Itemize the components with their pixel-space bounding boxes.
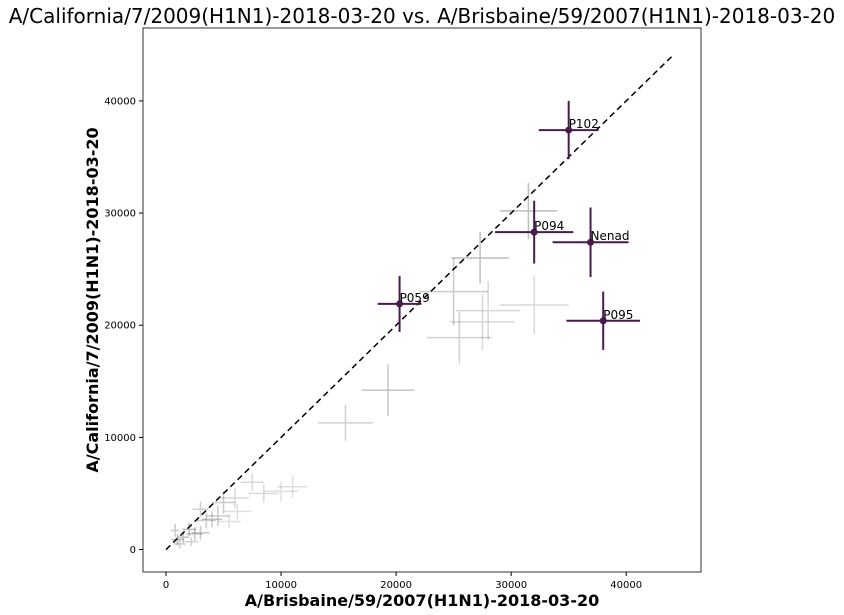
background-point-marker bbox=[452, 290, 455, 293]
background-point-marker bbox=[527, 209, 530, 212]
background-point bbox=[499, 182, 558, 239]
y-tick-label: 30000 bbox=[104, 209, 136, 220]
x-tick-label: 10000 bbox=[265, 580, 297, 591]
background-point bbox=[206, 505, 230, 527]
background-point bbox=[221, 487, 249, 509]
highlight-point-p059: P059 bbox=[377, 275, 430, 332]
background-point bbox=[263, 481, 299, 502]
background-point-marker bbox=[205, 519, 208, 522]
highlight-point-marker bbox=[530, 228, 538, 236]
background-point bbox=[277, 475, 308, 498]
background-point bbox=[186, 527, 203, 541]
highlight-point-marker bbox=[587, 238, 595, 246]
background-point bbox=[182, 522, 196, 537]
background-point bbox=[191, 526, 210, 540]
y-tick-label: 20000 bbox=[104, 321, 136, 332]
background-point-marker bbox=[182, 536, 185, 539]
background-point-marker bbox=[193, 532, 196, 535]
background-point-marker bbox=[234, 496, 237, 499]
highlight-point-label: P094 bbox=[534, 219, 564, 233]
background-point bbox=[201, 511, 223, 528]
plot-frame bbox=[142, 27, 702, 573]
background-point bbox=[197, 512, 216, 529]
background-point bbox=[248, 484, 279, 503]
x-axis-label: A/Brisbaine/59/2007(H1N1)-2018-03-20 bbox=[245, 591, 599, 610]
background-point-marker bbox=[251, 481, 254, 484]
highlight-point-label: P095 bbox=[603, 308, 633, 322]
background-point bbox=[450, 293, 515, 350]
highlight-point-marker bbox=[565, 126, 573, 134]
x-tick-label: 20000 bbox=[380, 580, 412, 591]
highlight-point-label: P102 bbox=[569, 117, 599, 131]
background-point bbox=[317, 404, 374, 441]
background-point bbox=[240, 473, 264, 492]
background-point bbox=[212, 491, 236, 514]
highlight-point-p095: P095 bbox=[566, 291, 641, 350]
background-point-marker bbox=[479, 256, 482, 259]
chart-title: A/California/7/2009(H1N1)-2018-03-20 vs.… bbox=[9, 4, 835, 28]
background-point-marker bbox=[262, 492, 265, 495]
background-point bbox=[223, 503, 252, 520]
highlight-point-marker bbox=[599, 317, 607, 325]
background-point-marker bbox=[216, 514, 219, 517]
background-point-marker bbox=[199, 531, 202, 534]
background-point bbox=[184, 537, 199, 547]
background-point-marker bbox=[344, 421, 347, 424]
y-axis-label: A/California/7/2009(H1N1)-2018-03-20 bbox=[83, 127, 102, 472]
highlight-point-p102: P102 bbox=[538, 100, 599, 160]
background-point bbox=[451, 232, 509, 284]
background-point-marker bbox=[458, 336, 461, 339]
y-tick-label: 10000 bbox=[104, 433, 136, 444]
background-point-marker bbox=[174, 529, 177, 532]
background-point bbox=[170, 523, 180, 538]
highlight-point-nenad: Nenad bbox=[552, 207, 630, 278]
background-point-marker bbox=[199, 508, 202, 511]
background-point-marker bbox=[228, 520, 231, 523]
background-point-marker bbox=[188, 528, 191, 531]
background-point bbox=[192, 501, 209, 518]
y-tick-label: 40000 bbox=[104, 96, 136, 107]
background-point-marker bbox=[487, 309, 490, 312]
identity-line bbox=[165, 55, 673, 551]
background-point-marker bbox=[387, 389, 390, 392]
background-point-marker bbox=[533, 304, 536, 307]
y-tick-label: 0 bbox=[130, 545, 136, 556]
highlight-point-label: P059 bbox=[400, 291, 430, 305]
background-point-marker bbox=[211, 518, 214, 521]
background-point-marker bbox=[190, 540, 193, 543]
background-point-marker bbox=[481, 320, 484, 323]
x-tick-label: 40000 bbox=[610, 580, 642, 591]
background-point-marker bbox=[222, 501, 225, 504]
background-point-marker bbox=[291, 485, 294, 488]
highlight-point-p094: P094 bbox=[495, 200, 574, 264]
background-point bbox=[217, 514, 241, 529]
background-point-marker bbox=[178, 542, 181, 545]
background-point-marker bbox=[236, 510, 239, 513]
background-point bbox=[455, 281, 521, 340]
highlight-point-marker bbox=[396, 300, 404, 308]
background-point bbox=[427, 311, 492, 364]
x-tick-label: 30000 bbox=[495, 580, 527, 591]
highlight-point-label: Nenad bbox=[591, 229, 630, 243]
x-tick-label: 0 bbox=[163, 580, 169, 591]
background-point bbox=[361, 364, 415, 417]
background-point bbox=[174, 539, 186, 549]
plot-area: 0 10000 20000 30000 40000 0 10000 20000 30000 400… bbox=[104, 27, 702, 591]
background-point-marker bbox=[280, 490, 283, 493]
background-point bbox=[499, 275, 569, 335]
